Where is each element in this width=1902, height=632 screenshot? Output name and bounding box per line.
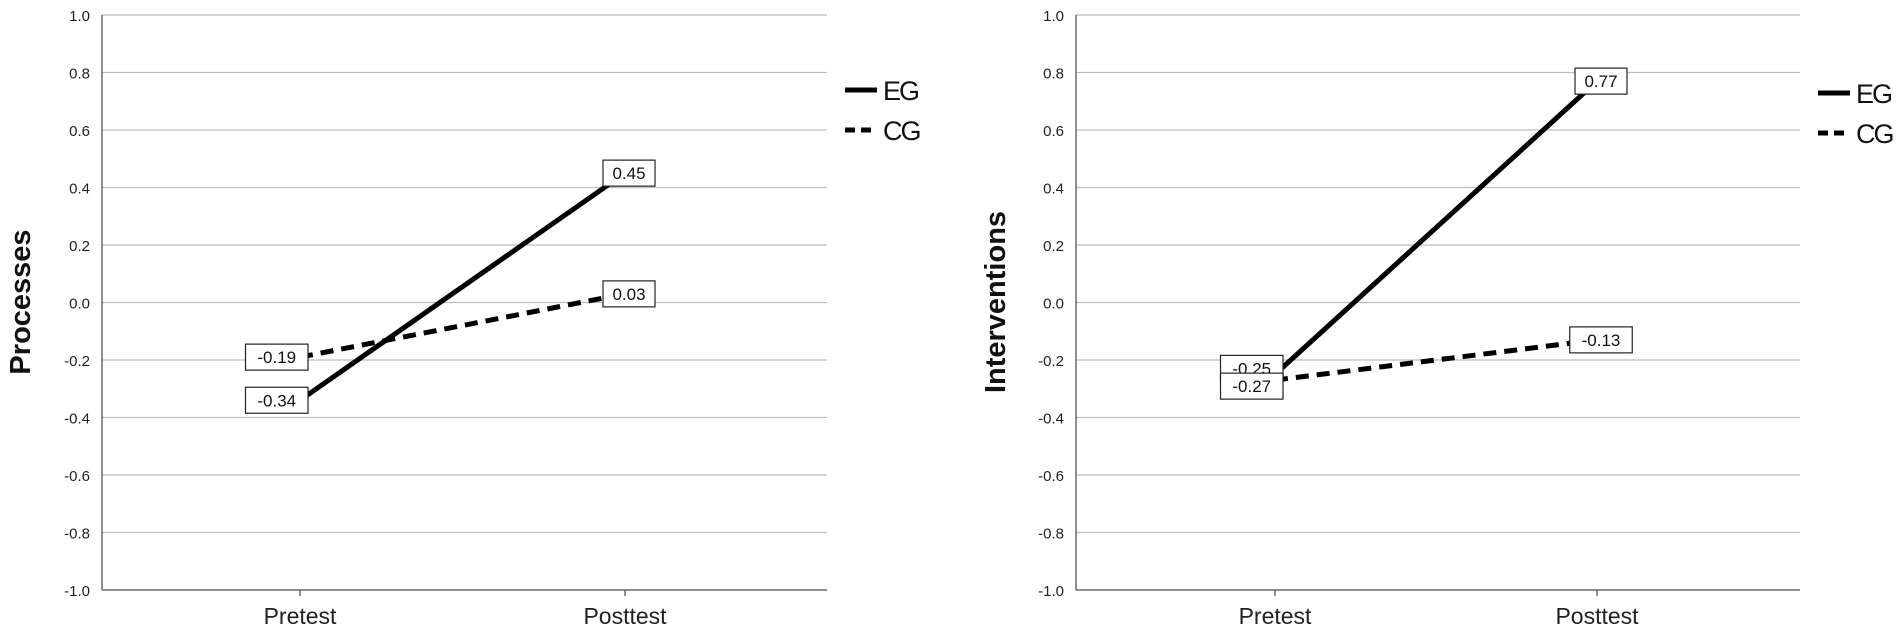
value-label-box bbox=[1569, 326, 1633, 354]
x-tick-label: Pretest bbox=[1239, 603, 1312, 629]
value-label-box bbox=[602, 159, 656, 187]
y-tick-label: -0.2 bbox=[64, 353, 90, 370]
y-tick-label: -0.6 bbox=[1038, 468, 1064, 485]
y-tick-label: 1.0 bbox=[1043, 8, 1064, 25]
y-tick-label: 0.8 bbox=[1043, 66, 1064, 83]
y-tick-label: -0.2 bbox=[1038, 353, 1064, 370]
interventions-chart: 1.0 0.8 0.6 0.4 0.2 0.0 -0.2 -0.4 -0.6 -0.8 -1.0 Pr… bbox=[980, 8, 1895, 629]
y-tick-label: -0.8 bbox=[64, 526, 90, 543]
value-label: 0.77 bbox=[1584, 72, 1617, 91]
value-label-box bbox=[1574, 67, 1628, 95]
y-tick-label: 0.0 bbox=[69, 296, 90, 313]
x-tick-label: Posttest bbox=[1555, 603, 1639, 629]
value-label: 0.03 bbox=[612, 285, 645, 304]
y-axis-title: Processes bbox=[5, 229, 37, 374]
y-axis-title: Interventions bbox=[980, 211, 1012, 393]
y-tick-label: -0.6 bbox=[64, 468, 90, 485]
y-tick-label: 1.0 bbox=[69, 8, 90, 25]
value-label: -0.34 bbox=[257, 391, 296, 410]
y-tick-label: 0.8 bbox=[69, 66, 90, 83]
y-tick-label: -0.4 bbox=[1038, 411, 1064, 428]
legend-label: EG bbox=[883, 76, 918, 106]
value-label-box bbox=[244, 386, 309, 414]
series-line-eg bbox=[1273, 79, 1599, 377]
y-tick-label: -1.0 bbox=[1038, 583, 1064, 600]
y-tick-label: 0.2 bbox=[1043, 238, 1064, 255]
legend-label: CG bbox=[1856, 119, 1893, 149]
y-tick-label: 0.4 bbox=[69, 181, 90, 198]
y-tick-label: -0.4 bbox=[64, 411, 90, 428]
value-label-box bbox=[244, 343, 309, 371]
y-tick-label: -1.0 bbox=[64, 583, 90, 600]
y-tick-label: 0.2 bbox=[69, 238, 90, 255]
series-line-cg bbox=[299, 291, 626, 360]
value-label-box bbox=[1219, 372, 1284, 400]
series-line-eg bbox=[298, 171, 627, 403]
legend-label: CG bbox=[883, 116, 920, 146]
y-tick-label: 0.4 bbox=[1043, 181, 1064, 198]
series-line-cg bbox=[1274, 337, 1598, 383]
processes-chart: 1.0 0.8 0.6 0.4 0.2 0.0 -0.2 -0.4 -0.6 -0.8 -1.0 Pr… bbox=[5, 8, 922, 629]
value-label: 0.45 bbox=[612, 164, 645, 183]
y-tick-label: 0.6 bbox=[69, 123, 90, 140]
legend-label: EG bbox=[1856, 79, 1891, 109]
x-tick-label: Posttest bbox=[583, 603, 667, 629]
value-label: -0.19 bbox=[257, 348, 296, 367]
y-tick-label: -0.8 bbox=[1038, 526, 1064, 543]
value-label-box bbox=[602, 280, 656, 308]
value-label: -0.13 bbox=[1582, 331, 1621, 350]
y-tick-label: 0.0 bbox=[1043, 296, 1064, 313]
x-tick-label: Pretest bbox=[264, 603, 337, 629]
value-label: -0.27 bbox=[1232, 377, 1271, 396]
y-tick-label: 0.6 bbox=[1043, 123, 1064, 140]
